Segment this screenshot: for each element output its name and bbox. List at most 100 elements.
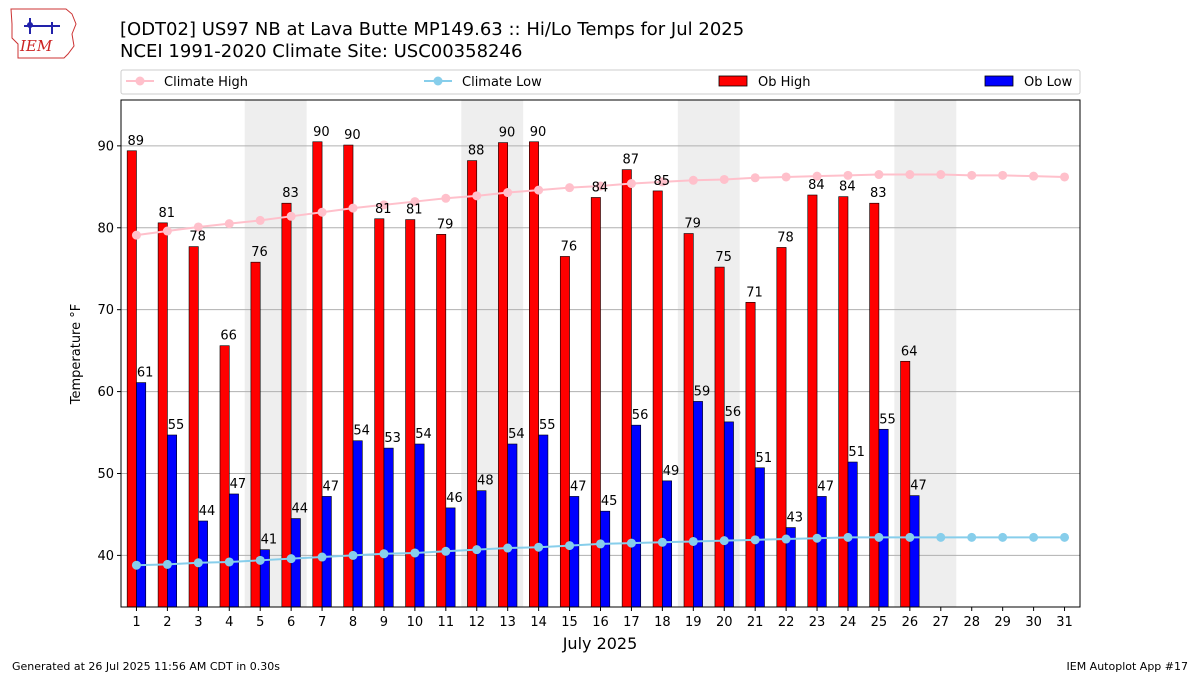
- climate-low-point: [534, 542, 544, 552]
- ob-low-bar-label: 56: [725, 405, 742, 420]
- ob-high-bar-label: 76: [561, 239, 578, 254]
- climate-low-point: [657, 537, 667, 547]
- climate-high-point: [534, 185, 544, 195]
- ob-high-bar: [281, 202, 292, 608]
- climate-low-point: [255, 555, 265, 565]
- iowa-outline-icon: [10, 8, 77, 59]
- x-tick-label: 13: [499, 615, 516, 630]
- climate-low-point: [596, 539, 605, 549]
- ob-low-bar: [538, 434, 549, 608]
- legend-item-climate-low: Climate Low: [424, 75, 542, 90]
- x-tick-label: 14: [530, 615, 547, 630]
- x-tick-label: 29: [994, 615, 1011, 630]
- climate-high-point: [503, 188, 513, 198]
- climate-low-point: [750, 535, 760, 545]
- legend-label: Ob High: [758, 75, 811, 90]
- y-axis-label: Temperature °F: [69, 304, 84, 405]
- ob-low-bar-label: 53: [384, 431, 401, 446]
- climate-high-point: [441, 193, 451, 203]
- ob-high-bar-label: 79: [684, 217, 701, 232]
- legend-item-ob-high: Ob High: [718, 75, 811, 90]
- x-tick-label: 6: [287, 615, 295, 630]
- x-tick-label: 8: [349, 615, 357, 630]
- ob-high-bar: [157, 222, 168, 608]
- ob-high-bar: [559, 256, 570, 608]
- ob-high-bar-label: 84: [839, 180, 856, 195]
- climate-high-point: [998, 170, 1008, 180]
- x-tick-label: 2: [163, 615, 171, 630]
- climate-low-point: [688, 536, 698, 546]
- climate-high-point: [905, 170, 915, 180]
- climate-low-point: [905, 532, 915, 542]
- climate-high-point: [781, 172, 791, 182]
- ob-low-bar: [352, 440, 363, 608]
- ob-high-bar: [529, 141, 539, 608]
- ob-low-bar: [507, 443, 518, 608]
- x-tick-label: 22: [778, 615, 795, 630]
- x-tick-label: 21: [747, 615, 764, 630]
- x-tick-label: 20: [716, 615, 733, 630]
- climate-high-point: [193, 222, 203, 232]
- climate-high-point: [348, 203, 358, 213]
- climate-high-point: [565, 183, 575, 193]
- logo-text: IEM: [19, 37, 53, 55]
- ob-high-bar: [374, 218, 385, 608]
- climate-low-point: [410, 548, 420, 558]
- climate-low-point: [348, 550, 358, 560]
- ob-low-bar-label: 54: [353, 424, 370, 439]
- ob-high-bar-label: 88: [468, 144, 485, 159]
- x-tick-label: 15: [561, 615, 578, 630]
- ob-high-bar-label: 71: [746, 285, 763, 300]
- ob-low-bar-label: 44: [199, 504, 216, 519]
- x-tick-label: 26: [902, 615, 919, 630]
- x-tick-label: 4: [225, 615, 233, 630]
- ob-high-bar-label: 64: [901, 344, 918, 359]
- climate-low-point: [936, 532, 946, 542]
- y-tick-label: 90: [97, 139, 114, 154]
- legend-label: Ob Low: [1024, 75, 1073, 90]
- generated-timestamp: Generated at 26 Jul 2025 11:56 AM CDT in…: [12, 660, 280, 673]
- ob-high-bar-label: 85: [653, 174, 670, 189]
- ob-high-bar-label: 81: [406, 203, 423, 218]
- ob-high-bar: [900, 360, 911, 608]
- ob-low-bar: [414, 443, 425, 608]
- ob-low-bar: [445, 507, 456, 608]
- climate-high-point: [936, 170, 946, 180]
- climate-high-point: [410, 197, 420, 207]
- climate-low-point: [626, 538, 636, 548]
- ob-high-bar-label: 83: [870, 186, 887, 201]
- x-axis-label: July 2025: [562, 634, 638, 653]
- ob-high-bar-label: 76: [251, 245, 268, 260]
- climate-low-point: [441, 546, 451, 556]
- ob-low-bar: [383, 447, 394, 608]
- x-tick-label: 7: [318, 615, 326, 630]
- ob-low-bar-label: 55: [168, 418, 185, 433]
- ob-high-bar-label: 90: [499, 126, 516, 141]
- ob-high-bar: [467, 160, 478, 608]
- chart-subtitle: NCEI 1991-2020 Climate Site: USC00358246: [120, 41, 522, 62]
- climate-high-point: [162, 226, 172, 236]
- climate-high-point: [286, 211, 296, 221]
- ob-low-bar-label: 47: [322, 479, 339, 494]
- ob-low-bar: [693, 401, 703, 608]
- climate-high-point: [255, 215, 265, 225]
- ob-high-bar: [219, 345, 230, 608]
- climate-low-point: [317, 552, 327, 562]
- y-tick-label: 60: [97, 385, 114, 400]
- climate-low-point: [565, 541, 575, 551]
- ob-low-bar-label: 44: [292, 502, 309, 517]
- climate-low-point: [719, 536, 729, 546]
- ob-high-bar-label: 78: [189, 230, 206, 245]
- ob-low-bar-label: 61: [137, 366, 154, 381]
- legend-swatch: [984, 75, 1014, 87]
- ob-low-bar-label: 43: [786, 511, 803, 526]
- ob-low-bar-label: 49: [663, 464, 680, 479]
- x-tick-label: 27: [933, 615, 950, 630]
- x-tick-label: 12: [468, 615, 485, 630]
- ob-low-bar-label: 59: [694, 384, 711, 399]
- climate-high-point: [1060, 172, 1070, 182]
- x-tick-label: 18: [654, 615, 671, 630]
- iem-logo: IEM: [10, 8, 77, 59]
